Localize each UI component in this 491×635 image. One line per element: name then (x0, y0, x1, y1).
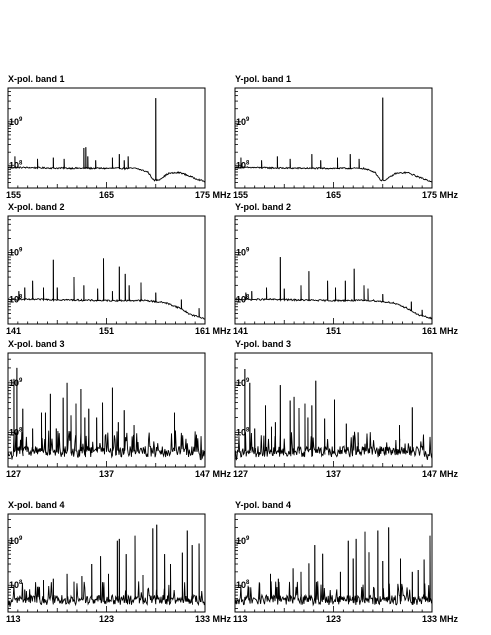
plot-frame (7, 215, 206, 325)
y-tick-label: 109 (236, 117, 250, 127)
x-tick-label: 133 MHz (422, 614, 459, 624)
panel-title: Y-pol. band 1 (235, 74, 291, 84)
spectrum-trace (234, 369, 433, 461)
x-tick-label: 165 (99, 190, 114, 200)
panel-title: Y-pol. band 3 (235, 339, 291, 349)
panel-title: X-pol. band 4 (8, 500, 65, 510)
spectrum-trace (7, 367, 206, 461)
x-tick-label: 151 (99, 326, 114, 336)
x-tick-label: 155 (6, 190, 21, 200)
x-tick-label: 133 MHz (195, 614, 232, 624)
x-tick-label: 127 (233, 469, 248, 479)
spectrum-trace (234, 97, 433, 183)
y-tick-label: 108 (9, 580, 23, 590)
x-tick-label: 175 MHz (422, 190, 459, 200)
spectrum-panel: X-pol. band 4 109 108 113 123 133 MHz (6, 500, 232, 624)
plot-frame (234, 513, 433, 613)
spectrum-trace (7, 98, 206, 183)
spectrum-trace (7, 258, 206, 320)
spectrum-trace (234, 527, 433, 607)
spectrum-panel: Y-pol. band 3 109 108 127 137 147 MHz (233, 339, 459, 479)
y-tick-label: 109 (9, 248, 23, 258)
plot-frame (234, 215, 433, 325)
x-tick-label: 113 (233, 614, 248, 624)
x-tick-label: 137 (99, 469, 114, 479)
panel-title: X-pol. band 1 (8, 74, 65, 84)
spectrum-trace (7, 524, 206, 607)
x-tick-label: 151 (326, 326, 341, 336)
x-tick-label: 161 MHz (195, 326, 232, 336)
spectrum-trace (234, 257, 433, 320)
x-tick-label: 147 MHz (195, 469, 232, 479)
y-tick-label: 108 (236, 427, 250, 437)
y-tick-label: 108 (9, 160, 23, 170)
y-tick-label: 109 (236, 248, 250, 258)
panel-title: Y-pol. band 2 (235, 202, 291, 212)
y-tick-label: 109 (236, 378, 250, 388)
x-tick-label: 155 (233, 190, 248, 200)
panel-title: Y-pol. band 4 (235, 500, 291, 510)
x-tick-label: 161 MHz (422, 326, 459, 336)
panel-title: X-pol. band 2 (8, 202, 65, 212)
x-tick-label: 175 MHz (195, 190, 232, 200)
spectrum-panel: Y-pol. band 1 109 108 155 165 175 MHz (233, 74, 459, 200)
y-tick-label: 109 (9, 117, 23, 127)
spectrum-panel: X-pol. band 1 109 108 155 165 175 MHz (6, 74, 232, 200)
x-tick-label: 123 (99, 614, 114, 624)
y-tick-label: 108 (236, 160, 250, 170)
y-tick-label: 109 (9, 536, 23, 546)
y-tick-label: 109 (236, 536, 250, 546)
x-tick-label: 127 (6, 469, 21, 479)
x-tick-label: 113 (6, 614, 21, 624)
x-tick-label: 123 (326, 614, 341, 624)
x-tick-label: 137 (326, 469, 341, 479)
y-tick-label: 109 (9, 378, 23, 388)
x-tick-label: 141 (233, 326, 248, 336)
x-tick-label: 165 (326, 190, 341, 200)
x-tick-label: 147 MHz (422, 469, 459, 479)
x-tick-label: 141 (6, 326, 21, 336)
panel-title: X-pol. band 3 (8, 339, 65, 349)
